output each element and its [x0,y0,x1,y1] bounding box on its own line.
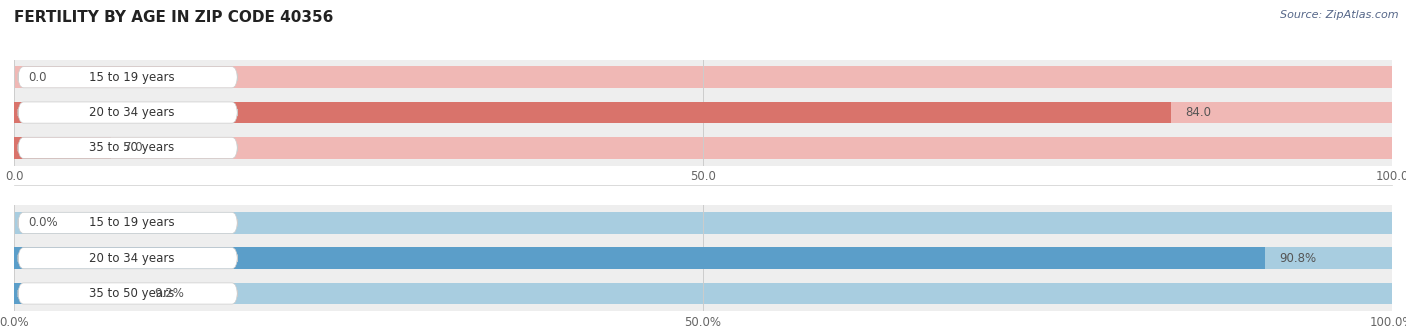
Text: 20 to 34 years: 20 to 34 years [89,252,174,265]
Bar [14,102,1392,123]
Text: 15 to 19 years: 15 to 19 years [89,71,174,84]
Text: 0.0: 0.0 [28,71,46,84]
Bar [14,212,1392,234]
FancyBboxPatch shape [18,67,238,88]
Text: Source: ZipAtlas.com: Source: ZipAtlas.com [1281,10,1399,20]
Text: 9.2%: 9.2% [155,287,184,300]
Text: FERTILITY BY AGE IN ZIP CODE 40356: FERTILITY BY AGE IN ZIP CODE 40356 [14,10,333,25]
Bar [14,137,1392,159]
Bar [14,276,1392,311]
Text: 0.0%: 0.0% [28,216,58,229]
Text: 35 to 50 years: 35 to 50 years [89,141,174,154]
Bar [14,130,1392,166]
FancyBboxPatch shape [18,102,238,123]
Text: 84.0: 84.0 [1185,106,1211,119]
Bar [14,241,1392,276]
Text: 7.0: 7.0 [124,141,143,154]
Text: 35 to 50 years: 35 to 50 years [89,287,174,300]
Bar [14,102,1171,123]
FancyBboxPatch shape [18,212,238,233]
Bar [14,247,1265,269]
Bar [14,137,111,159]
Bar [14,283,1392,305]
FancyBboxPatch shape [18,137,238,159]
Bar [14,66,1392,88]
FancyBboxPatch shape [18,248,238,269]
Bar [14,247,1392,269]
Text: 90.8%: 90.8% [1279,252,1316,265]
Bar [14,95,1392,130]
Bar [14,205,1392,241]
Bar [14,283,141,305]
Text: 15 to 19 years: 15 to 19 years [89,216,174,229]
Text: 20 to 34 years: 20 to 34 years [89,106,174,119]
Bar [14,60,1392,95]
FancyBboxPatch shape [18,283,238,304]
